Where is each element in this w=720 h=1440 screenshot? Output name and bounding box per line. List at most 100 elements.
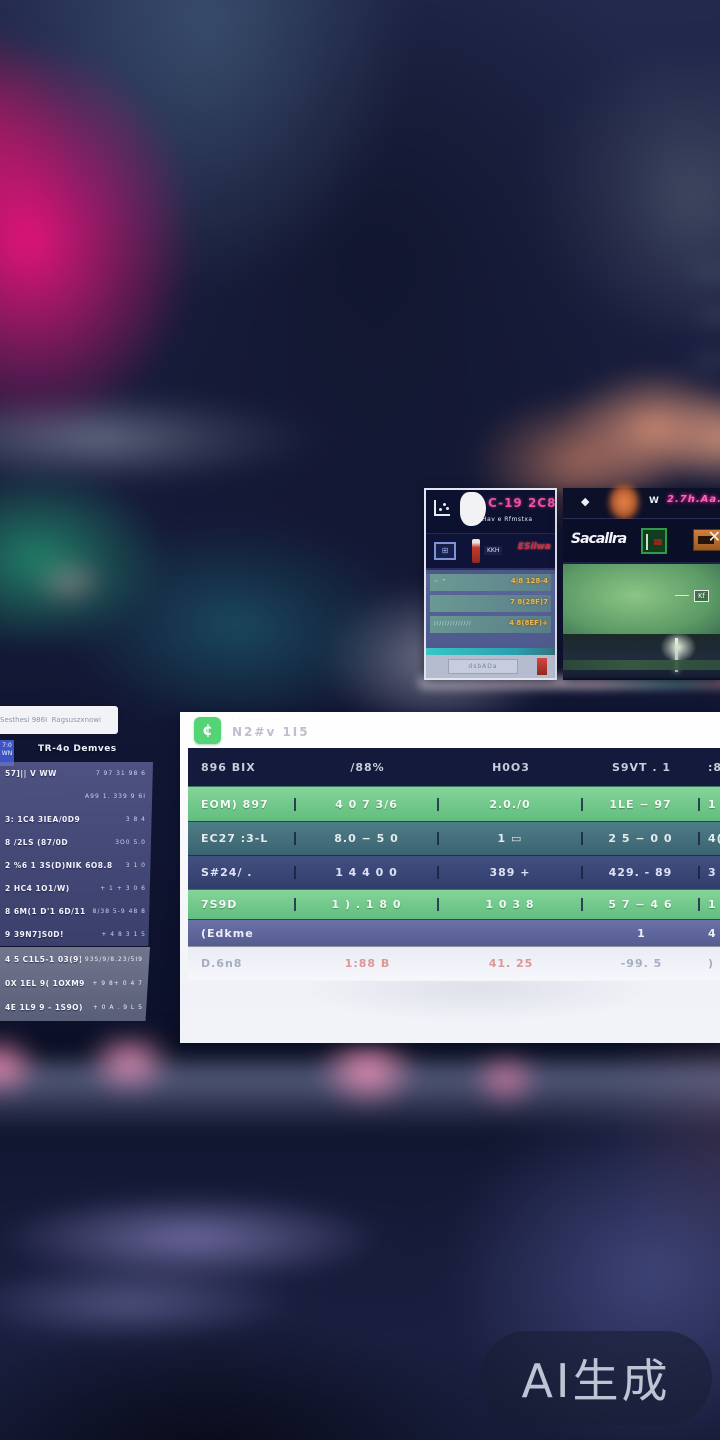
panel-header: ¢ · ·· ····· ·· N2#v 1I5 <box>188 712 720 748</box>
red-indicator <box>537 658 547 675</box>
table-cell: 429. - 89 <box>583 866 700 879</box>
list-item[interactable]: 7 8(28F)7 <box>430 595 551 612</box>
sidebar-row[interactable]: 3: 1C4 3IEA/0D9 3 8 4 <box>0 808 153 831</box>
tag-pointer-line <box>675 595 689 596</box>
list-item[interactable]: ////////////// 4 8(8EF)+ <box>430 616 551 633</box>
sidebar-row-value: 3O0 5.0 <box>115 839 146 846</box>
toolbar-badge: KKH <box>484 546 503 555</box>
sidebar-row-value: 3 8 4 <box>125 816 146 823</box>
table-row[interactable]: EC27 :3-L 8.0 − 5 0 1 ▭ 2 5 − 0 0 4( <box>188 821 720 855</box>
window-left-footer: dsbADa <box>426 655 555 678</box>
table-cell: 1:88 B <box>344 957 391 970</box>
scatter-chart-icon <box>434 500 450 516</box>
table-header-row: 896 BIX /88% H0O3 S9VT . 1 :85W <box>188 748 720 786</box>
table-cell: 1 4 4 0 0 <box>296 866 439 879</box>
sidebar-row-label: 8 /2LS (87/0D <box>5 838 69 847</box>
glyph-label: W <box>649 496 659 506</box>
table-window-icon[interactable]: ⊞ <box>434 542 456 560</box>
table-row[interactable]: S#24/ . 1 4 4 0 0 389 + 429. - 89 3 <box>188 855 720 889</box>
window-right-toolbar: Sacallra ✕ <box>563 519 720 564</box>
hedge-strip <box>563 660 720 670</box>
sidebar-row-label: 9 39N7]S0D! <box>5 930 64 939</box>
window-left-titlebar[interactable]: C-19 2C8 Hav e Rfmstxa <box>426 490 555 534</box>
sidebar-row-value: 8/38 5-9 48 8 <box>92 908 146 915</box>
list-item-value: 4|8 128-4 <box>510 577 548 585</box>
list-item-label: ~ ^ <box>434 579 447 585</box>
sidebar-row-label: 8 6M(1 D'1 6D/11 <box>5 907 86 916</box>
table-cell: 2 5 − 0 0 <box>583 832 700 845</box>
table-cell: (Edkme <box>201 926 254 940</box>
preview-green-scene: Kf <box>563 564 720 634</box>
sidebar-row-label: 0X 1EL 9( 1OXM9 <box>5 978 85 988</box>
sidebar-row-label: 4 5 C1L5-1 03(9)O <box>5 954 81 964</box>
sidebar-row-value: + 9 8+ 0 4 7 <box>92 979 143 987</box>
data-panel: ¢ · ·· ····· ·· N2#v 1I5 896 BIX /88% H0… <box>180 712 720 1043</box>
window-left: C-19 2C8 Hav e Rfmstxa ⊞ KKH ESilwa ~ ^ … <box>424 488 557 680</box>
graffiti-label: ESilwa <box>517 542 551 552</box>
watermark-text: AI生成 <box>521 1354 671 1408</box>
table-cell: 1 <box>637 926 646 940</box>
table-cell: 3 <box>708 866 717 879</box>
sidebar-row[interactable]: 9 39N7]S0D! + 4 8 3 1 5 <box>0 923 153 946</box>
teal-divider <box>426 648 555 655</box>
table-cell: EOM) 897 <box>188 797 296 811</box>
search-input[interactable] <box>0 706 118 734</box>
table-cell: 1 ▭ <box>439 832 583 845</box>
table-row[interactable]: D.6n8 1:88 B 41. 25 -99. 5 ) | <box>188 946 720 980</box>
cartridge-icon[interactable] <box>693 529 720 551</box>
sidebar-row-value: A99 1. 339 9 6I <box>85 793 146 800</box>
column-header: H0O3 <box>492 760 530 774</box>
sidebar-row[interactable]: 2 %6 1 3S(D)NIK 6O8.8 3 1 0 <box>0 854 153 877</box>
table-cell: 8.0 − 5 0 <box>296 832 439 845</box>
panel-bottom-fade <box>180 981 720 1043</box>
list-item-value: 4 8(8EF)+ <box>509 619 548 627</box>
sidebar-lower-list: 4 5 C1L5-1 03(9)O93S/9/8.23/5I9 0X 1EL 9… <box>0 947 150 1021</box>
sidebar-list: 57]|| V WW 7 97 31 98 6 A99 1. 339 9 6I 3… <box>0 762 153 946</box>
monitor-icon[interactable] <box>641 528 667 554</box>
sidebar-row[interactable]: 57]|| V WW 7 97 31 98 6 <box>0 762 153 785</box>
panel-caption: · ·· ····· ·· <box>232 717 279 723</box>
table-cell: 1 ) . 1 8 0 <box>296 898 439 911</box>
sidebar-row[interactable]: 8 /2LS (87/0D 3O0 5.0 <box>0 831 153 854</box>
sidebar-row[interactable]: 0X 1EL 9( 1OXM9 + 9 8+ 0 4 7 <box>0 971 150 995</box>
currency-icon: ¢ <box>194 717 221 744</box>
window-right-titlebar[interactable]: ◆ W 2.7h.Aa.A <box>563 482 720 522</box>
panel-title: N2#v 1I5 <box>232 725 310 739</box>
list-item-label: ////////////// <box>434 621 472 627</box>
table-cell: 1 1 <box>708 797 720 811</box>
column-header: S9VT . 1 <box>611 760 672 774</box>
neon-title: 2.7h.Aa.A <box>667 494 720 505</box>
bottle-icon[interactable] <box>472 539 480 563</box>
cursor-blob-shape <box>460 492 486 526</box>
sidebar-row[interactable]: 4 5 C1L5-1 03(9)O93S/9/8.23/5I9 <box>0 947 150 971</box>
table-cell: 4 0 7 3/6 <box>296 797 439 811</box>
column-header: /88% <box>350 760 385 774</box>
sidebar-row-label: 2 HC4 1O1/W) <box>5 884 70 893</box>
diamond-icon: ◆ <box>581 495 590 508</box>
close-icon[interactable]: ✕ <box>707 527 720 546</box>
sidebar-badge: 7:0 WN <box>0 740 14 766</box>
window-left-title: C-19 2C8 <box>488 496 557 510</box>
list-item[interactable]: ~ ^ 4|8 128-4 <box>430 574 551 591</box>
sidebar-title: TR-4o Demves <box>38 744 117 754</box>
table-cell: 1LE − 97 <box>583 797 700 811</box>
table-cell: D.6n8 <box>201 957 243 970</box>
table-cell: 2.0./0 <box>439 797 583 811</box>
light-pole <box>675 638 678 672</box>
orange-glow <box>607 482 641 522</box>
sidebar-row[interactable]: A99 1. 339 9 6I <box>0 785 153 808</box>
sidebar-row[interactable]: 2 HC4 1O1/W) + 1 + 3 0 6 <box>0 877 153 900</box>
table-cell: 1 1 <box>708 898 720 911</box>
table-cell: 389 + <box>439 866 583 879</box>
sidebar-row[interactable]: 8 6M(1 D'1 6D/11 8/38 5-9 48 8 <box>0 900 153 923</box>
sidebar-row[interactable]: 4E 1L9 9 - 1S9O) + 0 A . 9 L 5 <box>0 995 150 1019</box>
table-row[interactable]: EOM) 897 4 0 7 3/6 2.0./0 1LE − 97 1 1 <box>188 786 720 821</box>
table-row[interactable]: (Edkme 1 4 | <box>188 919 720 946</box>
window-left-list: ~ ^ 4|8 128-4 7 8(28F)7 ////////////// 4… <box>426 574 555 648</box>
footer-button[interactable]: dsbADa <box>448 659 518 674</box>
table-row[interactable]: 7S9D 1 ) . 1 8 0 1 0 3 8 5 7 − 4 6 1 1 <box>188 889 720 919</box>
window-right: ◆ W 2.7h.Aa.A Sacallra ✕ Kf <box>563 482 720 680</box>
window-left-toolbar: ⊞ KKH ESilwa <box>426 534 555 570</box>
table-cell: 4( <box>708 832 720 845</box>
column-header: 896 BIX <box>201 760 256 774</box>
